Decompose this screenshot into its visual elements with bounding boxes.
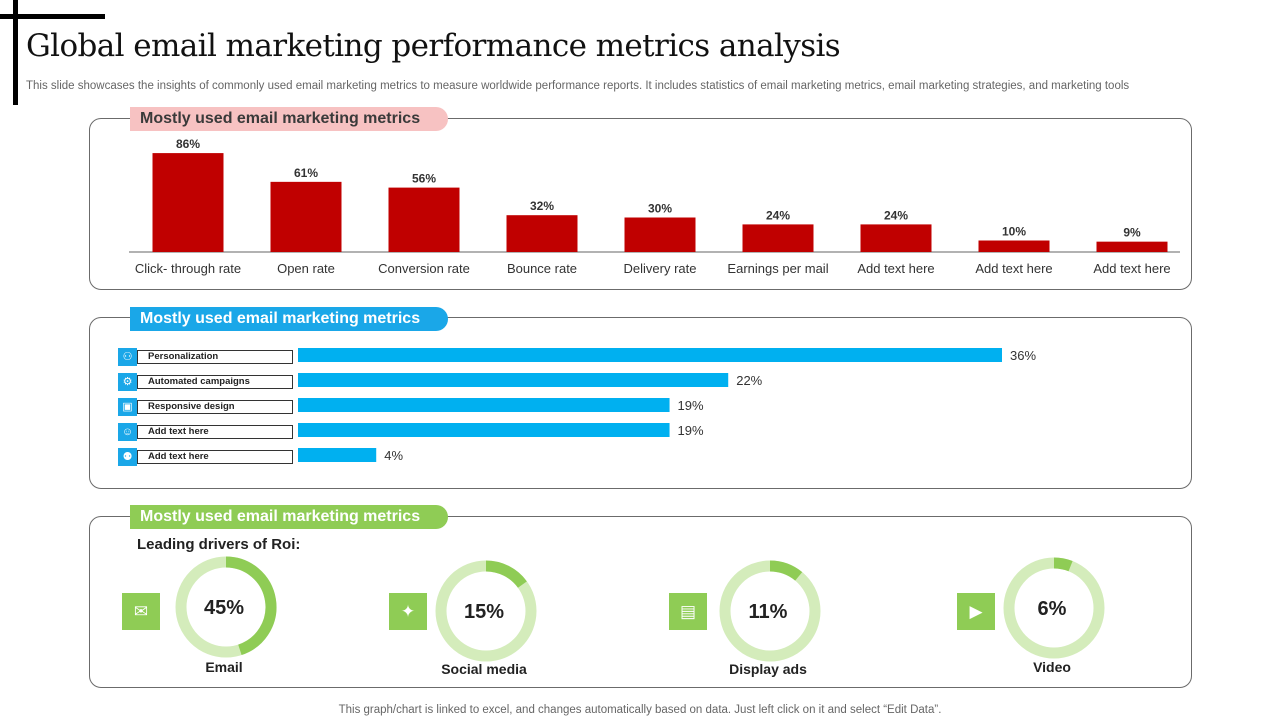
metrics-category-label: Conversion rate xyxy=(378,261,470,276)
metrics-bar-value: 10% xyxy=(1002,225,1026,239)
roi-donut-slice[interactable] xyxy=(225,556,277,656)
strategies-bar[interactable] xyxy=(298,373,729,387)
strategies-category-label: Add text here xyxy=(137,425,293,439)
tools-panel-label: Mostly used email marketing metrics xyxy=(130,505,449,529)
metrics-category-label: Add text here xyxy=(1093,261,1170,276)
strategies-bar-value: 22% xyxy=(736,373,762,388)
strategies-category-row: ☺ Add text here xyxy=(118,423,298,441)
strategies-category-row: ⚇ Personalization xyxy=(118,348,298,366)
roi-donut-value: 15% xyxy=(464,601,504,623)
metrics-bar-value: 9% xyxy=(1123,226,1141,240)
strategies-category-label: Responsive design xyxy=(137,400,293,414)
metrics-bar[interactable] xyxy=(1096,241,1168,252)
roi-donut-slice[interactable] xyxy=(769,560,803,581)
metrics-bar[interactable] xyxy=(152,153,224,252)
roi-donut-value: 11% xyxy=(749,601,788,623)
display-ads-icon: ▤ xyxy=(669,593,707,630)
metrics-bar[interactable] xyxy=(270,181,342,252)
strategies-bar[interactable] xyxy=(298,398,670,412)
roi-donut-label: Social media xyxy=(441,661,527,677)
strategies-category-label: Personalization xyxy=(137,350,293,364)
metrics-category-label: Delivery rate xyxy=(624,261,697,276)
tools-panel xyxy=(89,516,1192,688)
metrics-bar-value: 86% xyxy=(176,137,200,151)
metrics-category-label: Add text here xyxy=(857,261,934,276)
strategies-bar-value: 19% xyxy=(678,398,704,413)
roi-donut-slice[interactable] xyxy=(1053,557,1073,572)
strategies-bar[interactable] xyxy=(298,348,1002,362)
metrics-bar[interactable] xyxy=(506,215,578,252)
strategies-panel-label: Mostly used email marketing metrics xyxy=(130,307,449,331)
video-icon: ▶ xyxy=(957,593,995,630)
people-icon: ⚇ xyxy=(118,348,137,366)
strategies-category-row: ⚙ Automated campaigns xyxy=(118,373,298,391)
metrics-category-label: Bounce rate xyxy=(507,261,577,276)
strategies-bar[interactable] xyxy=(298,448,377,462)
corner-decoration-horizontal xyxy=(0,14,105,19)
metrics-category-label: Open rate xyxy=(277,261,335,276)
roi-donut-value: 6% xyxy=(1038,598,1067,620)
metrics-panel-label: Mostly used email marketing metrics xyxy=(130,107,449,131)
strategies-panel xyxy=(89,317,1192,489)
strategies-category-label: Automated campaigns xyxy=(137,375,293,389)
person-icon: ☺ xyxy=(118,423,137,441)
footer-note: This graph/chart is linked to excel, and… xyxy=(338,704,942,716)
group-icon: ⚉ xyxy=(118,448,137,466)
social-media-icon: ✦ xyxy=(389,593,427,630)
roi-donut-charts[interactable]: 45% Email 15% Social media 11% Display ads 6% V… xyxy=(0,540,1280,685)
strategies-bar[interactable] xyxy=(298,423,670,437)
strategies-category-row: ▣ Responsive design xyxy=(118,398,298,416)
metrics-bar-chart[interactable]: 86% Click- through rate 61% Open rate 56% Con… xyxy=(90,130,1190,285)
strategies-bar-value: 4% xyxy=(384,448,403,463)
metrics-bar[interactable] xyxy=(624,217,696,253)
metrics-bar[interactable] xyxy=(978,240,1050,253)
metrics-bar-value: 24% xyxy=(884,208,908,222)
metrics-bar-value: 24% xyxy=(766,208,790,222)
roi-donut-label: Display ads xyxy=(729,661,807,677)
strategies-bar-value: 36% xyxy=(1010,348,1036,363)
metrics-bar-value: 32% xyxy=(530,199,554,213)
book-icon: ▣ xyxy=(118,398,137,416)
roi-title: Leading drivers of Roi: xyxy=(137,536,301,553)
strategies-category-row: ⚉ Add text here xyxy=(118,448,298,466)
strategies-bar-chart[interactable]: 36% 22% 19% 19% 4% xyxy=(296,345,1096,470)
corner-decoration-vertical xyxy=(13,0,18,105)
roi-donut-value: 45% xyxy=(204,597,244,619)
roi-donut-label: Video xyxy=(1033,659,1071,675)
metrics-bar[interactable] xyxy=(860,224,932,252)
metrics-bar[interactable] xyxy=(742,224,814,252)
metrics-category-label: Earnings per mail xyxy=(727,261,828,276)
gear-icon: ⚙ xyxy=(118,373,137,391)
metrics-bar[interactable] xyxy=(388,187,460,252)
roi-donut-label: Email xyxy=(205,659,242,675)
email-icon: ✉ xyxy=(122,593,160,630)
metrics-panel xyxy=(89,118,1192,290)
metrics-bar-value: 61% xyxy=(294,166,318,180)
strategies-bar-value: 19% xyxy=(678,423,704,438)
strategies-category-label: Add text here xyxy=(137,450,293,464)
page-title: Global email marketing performance metri… xyxy=(26,28,841,64)
metrics-category-label: Click- through rate xyxy=(135,261,241,276)
roi-donut-slice[interactable] xyxy=(485,560,527,589)
metrics-category-label: Add text here xyxy=(975,261,1052,276)
metrics-bar-value: 30% xyxy=(648,202,672,216)
metrics-bar-value: 56% xyxy=(412,172,436,186)
page-subtitle: This slide showcases the insights of com… xyxy=(26,80,1130,92)
